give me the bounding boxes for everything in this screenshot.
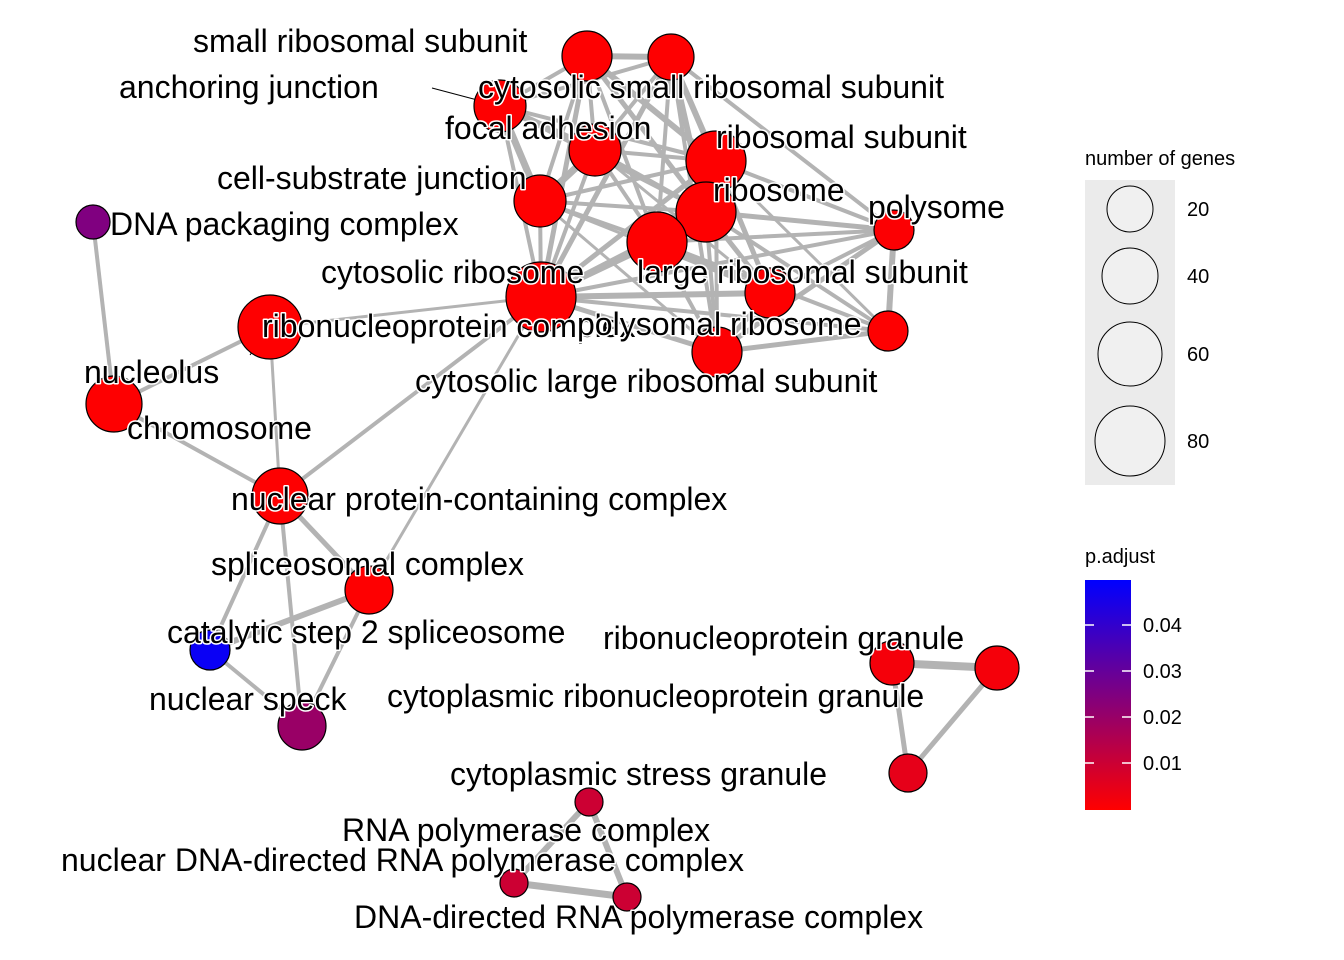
edge-rs-cr (538, 158, 719, 300)
node-label-lrs: large ribosomal subunit (637, 254, 968, 290)
node-label-srs: small ribosomal subunit (193, 23, 527, 59)
node-label-drnap: DNA-directed RNA polymerase complex (354, 899, 923, 935)
node-cr (505, 261, 577, 333)
edge-ndrnap-drnap (510, 879, 631, 901)
edge-cr-spl (367, 295, 543, 592)
size-key-60 (1097, 321, 1163, 387)
color-legend-tick-004: 0.04 (1143, 615, 1182, 637)
node-cs2 (189, 629, 231, 671)
edge-crnpg-csg (905, 665, 1000, 776)
node-chr (867, 310, 909, 352)
color-legend-tick-001: 0.01 (1143, 753, 1182, 775)
edge-csrs-cr (538, 54, 674, 300)
node-label-ns: nuclear speck (149, 681, 347, 717)
node-clrs (744, 267, 796, 319)
node-srs (561, 30, 613, 82)
node-label-cs2: catalytic step 2 spliceosome (167, 614, 565, 650)
node-rnap (574, 787, 604, 817)
node-crnpg (974, 645, 1020, 691)
network-labels: small ribosomal subunit cytosolic small r… (60, 22, 1007, 937)
edge-csj-pr (538, 199, 719, 354)
node-label-clrs: cytosolic large ribosomal subunit (415, 363, 878, 399)
node-aj (473, 79, 527, 133)
node-fa (568, 123, 622, 177)
node-rib (675, 181, 737, 243)
color-legend-bar (1085, 580, 1131, 810)
node-label-fa: focal adhesion (445, 110, 651, 146)
edge-rnap-drnap (586, 799, 630, 900)
node-label-crnpg: cytoplasmic ribonucleoprotein granule (387, 678, 924, 714)
color-legend-tick-003: 0.03 (1143, 661, 1182, 683)
edge-rs-poly (714, 159, 896, 232)
node-csj (513, 174, 567, 228)
node-ndrnap (499, 868, 529, 898)
node-rnpg (869, 640, 915, 686)
node-lrs (626, 211, 688, 273)
node-npc (251, 467, 309, 525)
node-label-dpc: DNA packaging complex (110, 206, 459, 242)
size-legend-title: number of genes (1085, 148, 1235, 170)
edge-npc-ns (278, 494, 304, 728)
edge-cr-clrs (538, 290, 773, 300)
color-legend: p.adjust 0.04 0.03 0.02 0.01 (1085, 546, 1182, 810)
node-csg (888, 753, 928, 793)
node-rnpc (237, 294, 303, 360)
node-ncl (85, 375, 143, 433)
node-pr (691, 326, 743, 378)
node-label-aj: anchoring junction (119, 69, 379, 105)
node-label-pr: polysomal ribosome (577, 306, 862, 342)
node-label-rs: ribosomal subunit (716, 119, 967, 155)
edge-cr-npc (278, 295, 543, 498)
edge-cr-rnpc (268, 295, 543, 329)
node-label-cr: cytosolic ribosome (321, 254, 584, 290)
edge-rib-poly (703, 209, 897, 233)
size-key-20 (1106, 185, 1154, 233)
node-label-rnap: RNA polymerase complex (342, 812, 710, 848)
size-key-40 (1101, 247, 1159, 305)
edge-cr-chr (539, 295, 890, 333)
edge-dpc-ncl (91, 220, 116, 406)
size-key-80 (1094, 405, 1166, 477)
edge-rnap-ndrnap (511, 799, 592, 886)
node-label-ncl: nucleolus (84, 354, 219, 390)
node-label-csg: cytoplasmic stress granule (450, 756, 827, 792)
edge-rib-chr (704, 210, 890, 333)
edge-poly-pr (714, 227, 897, 355)
network-nodes (75, 30, 1020, 912)
node-label-chr: chromosome (127, 410, 312, 446)
node-label-ndrnap: nuclear DNA-directed RNA polymerase comp… (61, 842, 744, 878)
node-label-rib: ribosome (713, 172, 845, 208)
node-csrs (647, 33, 695, 81)
node-label-rnpg: ribonucleoprotein granule (603, 620, 964, 656)
node-drnap (612, 882, 642, 912)
edge-pr-chr (714, 328, 891, 355)
node-label-spl: spliceosomal complex (211, 546, 524, 582)
node-ns (277, 701, 327, 751)
node-label-csrs: cytosolic small ribosomal subunit (478, 69, 944, 105)
node-label-csj: cell-substrate junction (217, 160, 526, 196)
color-legend-title: p.adjust (1085, 546, 1155, 568)
color-legend-tick-002: 0.02 (1143, 707, 1182, 729)
edge-csrs-poly (669, 55, 896, 232)
size-legend-label-20: 20 (1187, 199, 1209, 221)
edge-spl-cs2 (207, 587, 372, 653)
size-legend-label-80: 80 (1187, 431, 1209, 453)
edge-spl-ns (300, 588, 371, 728)
size-legend-label-40: 40 (1187, 266, 1209, 288)
edge-ncl-npc (112, 402, 282, 498)
node-label-rnpc: ribonucleoprotein complex (262, 308, 636, 344)
node-spl (344, 565, 394, 615)
node-label-poly: polysome (868, 189, 1005, 225)
node-label-npc: nuclear protein-containing complex (231, 481, 727, 517)
size-legend-label-60: 60 (1187, 344, 1209, 366)
node-dpc (75, 204, 111, 240)
size-legend: number of genes 20 40 60 80 (1085, 148, 1235, 485)
node-poly (873, 209, 915, 251)
